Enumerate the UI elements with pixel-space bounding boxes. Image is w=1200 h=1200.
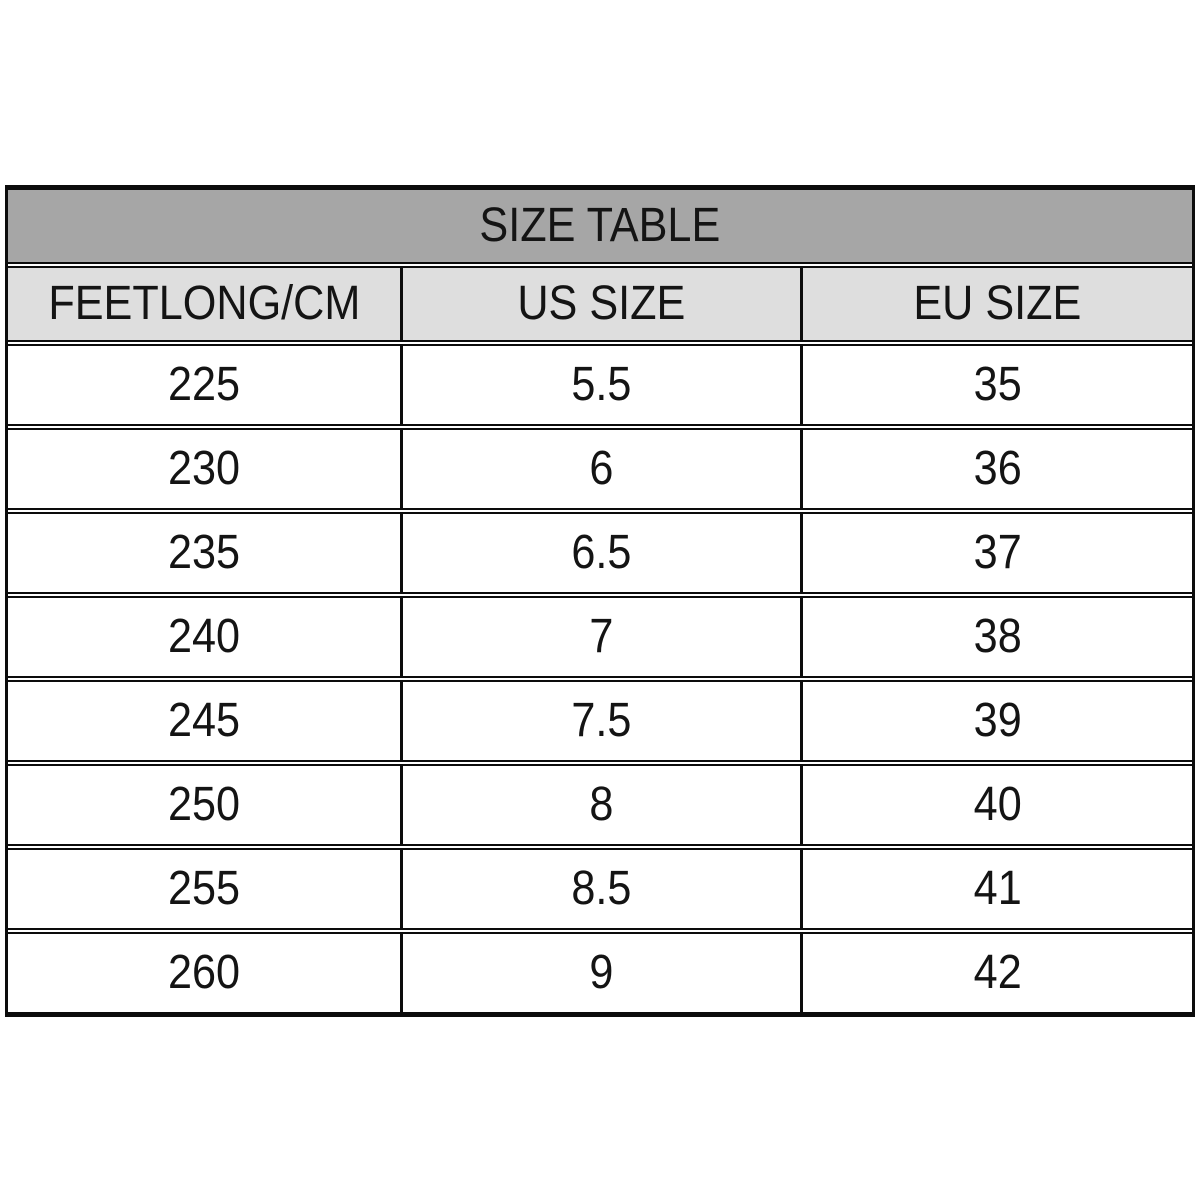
table-cell: 9 [400, 932, 800, 1014]
header-row: FEETLONG/CM US SIZE EU SIZE [8, 266, 1192, 342]
table-cell-value: 6.5 [571, 526, 632, 579]
table-cell: 36 [800, 428, 1192, 510]
column-header-label: EU SIZE [913, 277, 1082, 330]
table-cell-value: 8.5 [571, 862, 632, 915]
table-cell-value: 7.5 [571, 694, 632, 747]
column-header-feetlong: FEETLONG/CM [8, 266, 400, 342]
table-cell: 7.5 [400, 680, 800, 762]
table-cell: 6.5 [400, 512, 800, 594]
table-cell: 42 [800, 932, 1192, 1014]
table-cell-value: 240 [167, 610, 241, 663]
table-cell: 5.5 [400, 344, 800, 426]
table-cell: 41 [800, 848, 1192, 930]
table-cell: 35 [800, 344, 1192, 426]
table-cell-value: 5.5 [571, 358, 632, 411]
table-title: SIZE TABLE [479, 199, 721, 252]
table-cell-value: 8 [589, 778, 614, 831]
table-cell: 37 [800, 512, 1192, 594]
table-row: 225 5.5 35 [8, 344, 1192, 426]
table-row: 230 6 36 [8, 428, 1192, 510]
table-cell: 8 [400, 764, 800, 846]
column-header-label: FEETLONG/CM [47, 277, 361, 330]
table-cell: 250 [8, 764, 400, 846]
column-header-eu-size: EU SIZE [800, 266, 1192, 342]
table-cell: 38 [800, 596, 1192, 678]
table-cell-value: 230 [167, 442, 241, 495]
table-cell-value: 41 [973, 862, 1022, 915]
table-row: 235 6.5 37 [8, 512, 1192, 594]
table-row: 260 9 42 [8, 932, 1192, 1014]
table-row: 255 8.5 41 [8, 848, 1192, 930]
table-row: 245 7.5 39 [8, 680, 1192, 762]
table-cell-value: 245 [167, 694, 241, 747]
table-cell-value: 6 [589, 442, 614, 495]
table-cell: 6 [400, 428, 800, 510]
table-cell: 225 [8, 344, 400, 426]
table-cell: 8.5 [400, 848, 800, 930]
table-cell: 7 [400, 596, 800, 678]
table-cell-value: 38 [973, 610, 1022, 663]
table-cell-value: 9 [589, 946, 614, 999]
table-cell-value: 250 [167, 778, 241, 831]
table-cell-value: 35 [973, 358, 1022, 411]
table-cell-value: 39 [973, 694, 1022, 747]
table-title-cell: SIZE TABLE [8, 188, 1192, 264]
table-cell-value: 225 [167, 358, 241, 411]
table-cell: 235 [8, 512, 400, 594]
size-table: SIZE TABLE FEETLONG/CM US SIZE EU SIZE 2… [5, 185, 1195, 1017]
table-cell: 240 [8, 596, 400, 678]
table-row: 250 8 40 [8, 764, 1192, 846]
table-cell: 39 [800, 680, 1192, 762]
table-cell-value: 260 [167, 946, 241, 999]
table-cell-value: 36 [973, 442, 1022, 495]
table-cell: 255 [8, 848, 400, 930]
table-cell-value: 235 [167, 526, 241, 579]
table-cell-value: 255 [167, 862, 241, 915]
column-header-us-size: US SIZE [400, 266, 800, 342]
table-cell: 230 [8, 428, 400, 510]
column-header-label: US SIZE [517, 277, 686, 330]
table-cell: 245 [8, 680, 400, 762]
table-cell-value: 37 [973, 526, 1022, 579]
table-cell-value: 7 [589, 610, 614, 663]
table-row: 240 7 38 [8, 596, 1192, 678]
table-cell: 260 [8, 932, 400, 1014]
table-cell: 40 [800, 764, 1192, 846]
table-cell-value: 40 [973, 778, 1022, 831]
title-row: SIZE TABLE [8, 188, 1192, 264]
table-cell-value: 42 [973, 946, 1022, 999]
